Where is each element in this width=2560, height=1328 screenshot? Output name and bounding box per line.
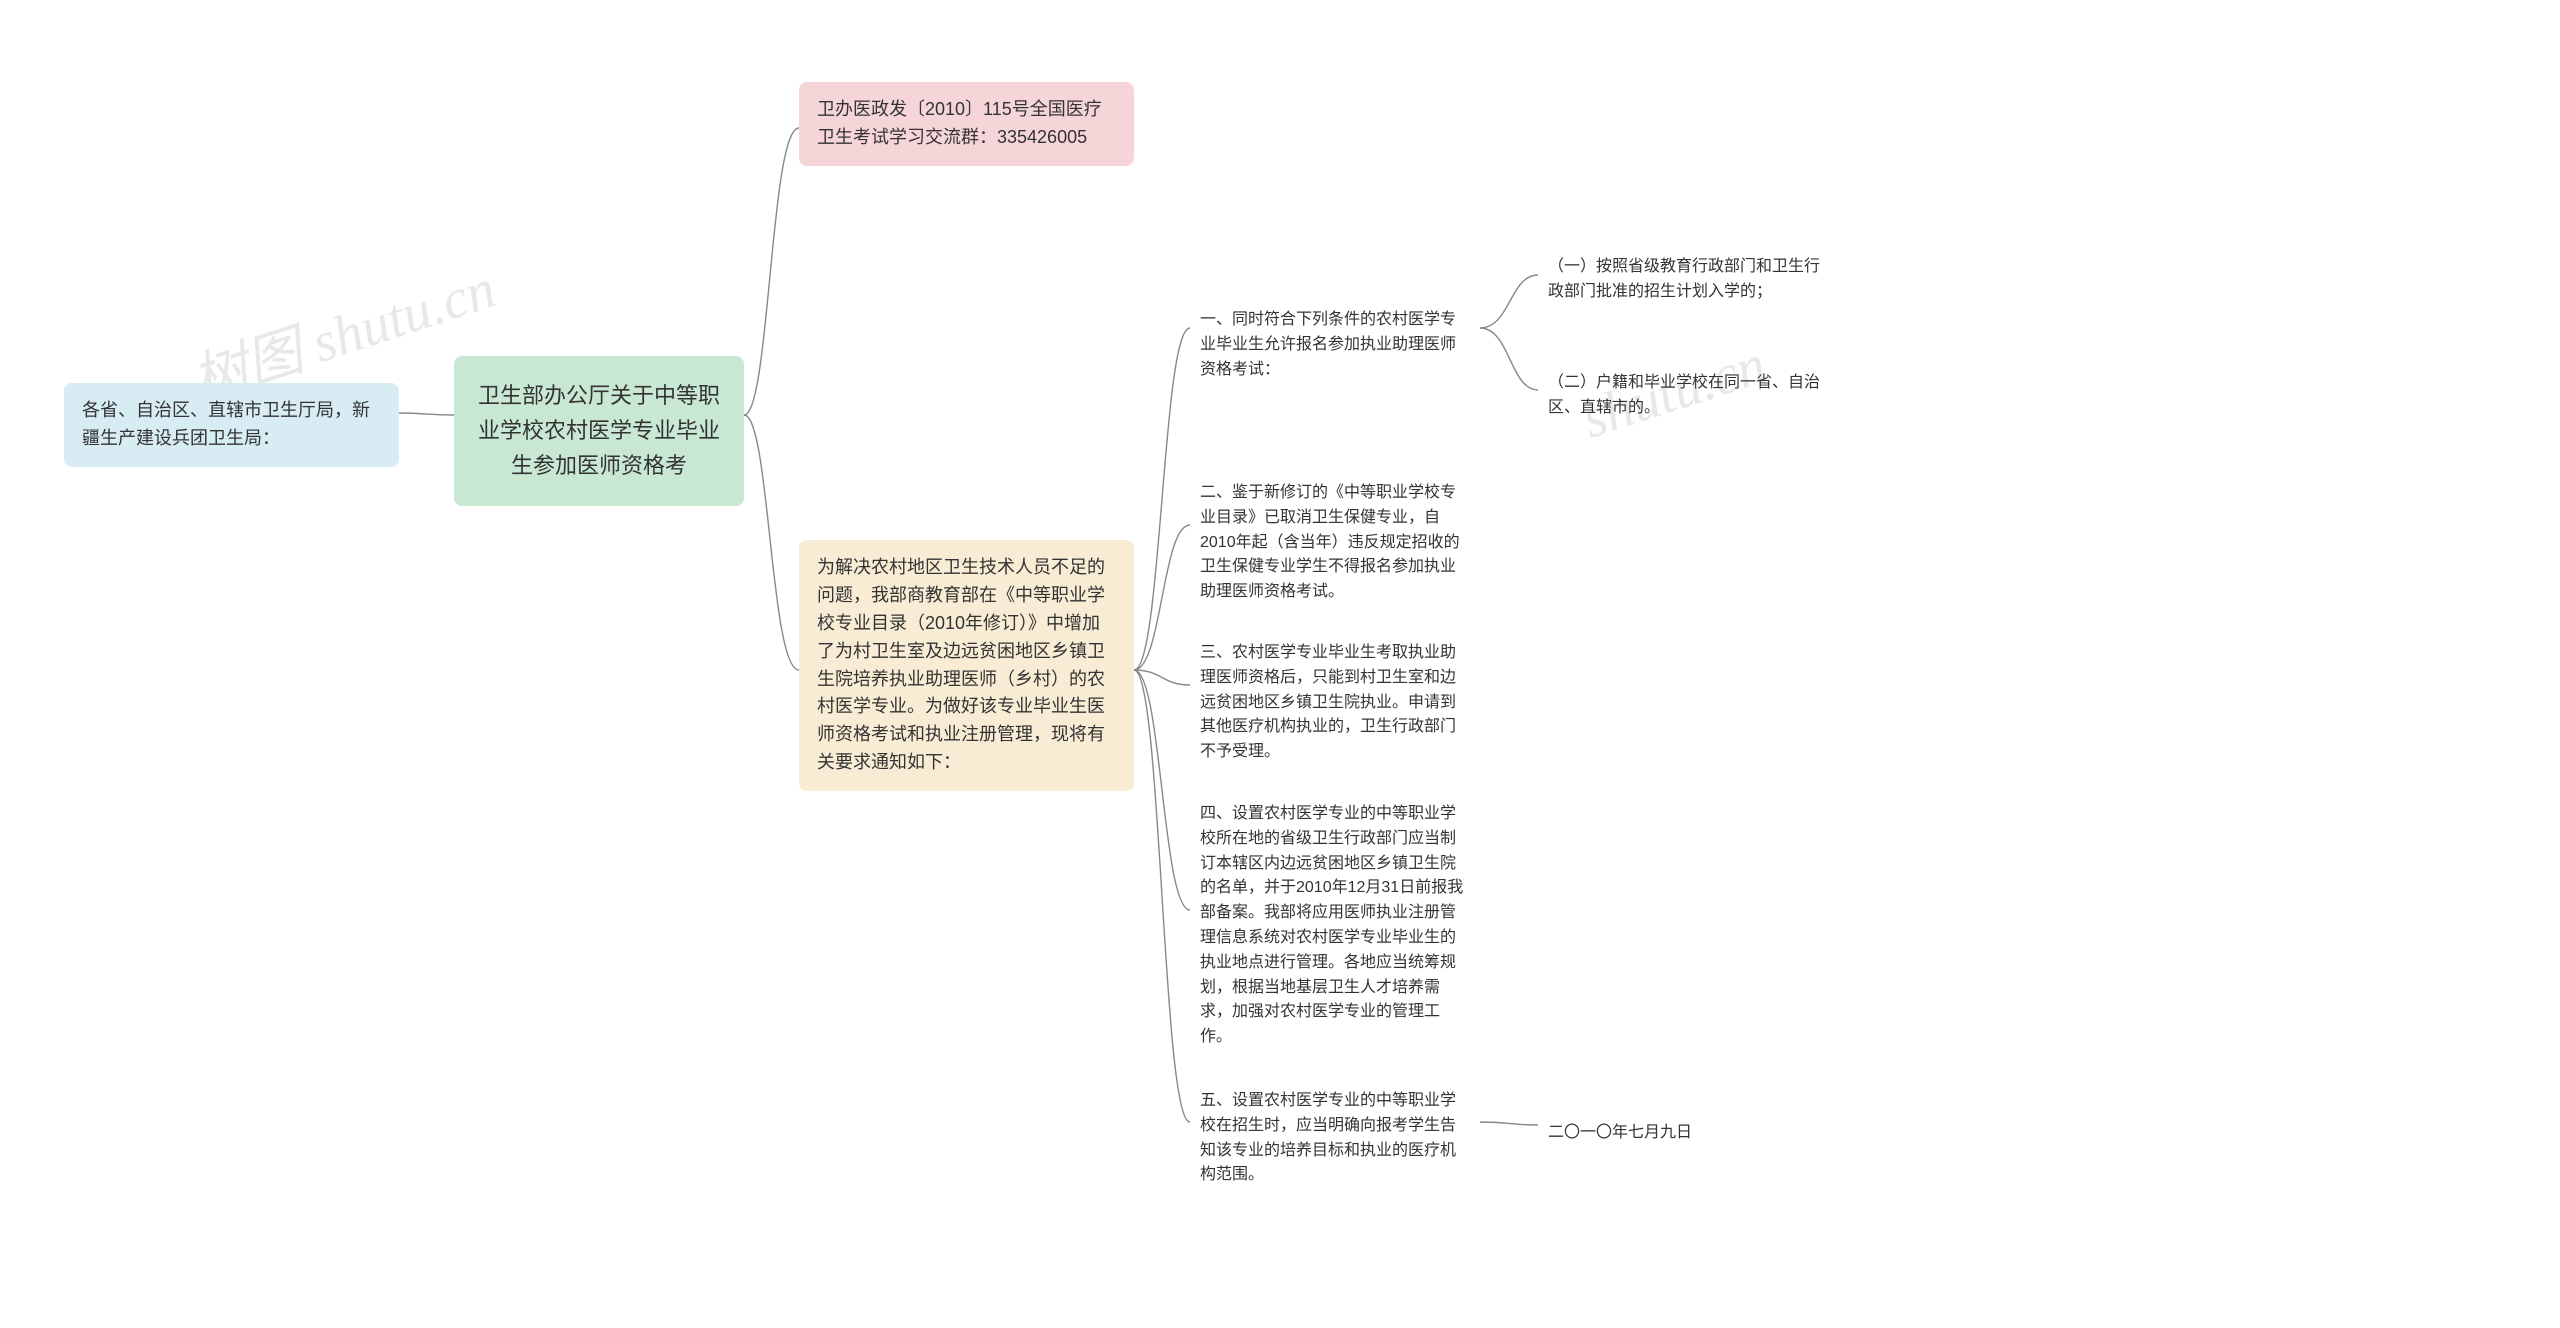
root-node: 卫生部办公厅关于中等职业学校农村医学专业毕业生参加医师资格考 (454, 356, 744, 506)
level2-item-1: 一、同时符合下列条件的农村医学专业毕业生允许报名参加执业助理医师资格考试： (1190, 302, 1480, 388)
level3-item-2: （二）户籍和毕业学校在同一省、自治区、直辖市的。 (1538, 365, 1838, 427)
level2-item-3-text: 三、农村医学专业毕业生考取执业助理医师资格后，只能到村卫生室和边远贫困地区乡镇卫… (1200, 644, 1456, 760)
level1-pink-node: 卫办医政发〔2010〕115号全国医疗卫生考试学习交流群：335426005 (799, 82, 1134, 166)
root-text: 卫生部办公厅关于中等职业学校农村医学专业毕业生参加医师资格考 (478, 383, 720, 478)
level2-item-4-text: 四、设置农村医学专业的中等职业学校所在地的省级卫生行政部门应当制订本辖区内边远贫… (1200, 805, 1463, 1045)
cream-text: 为解决农村地区卫生技术人员不足的问题，我部商教育部在《中等职业学校专业目录（20… (817, 557, 1105, 772)
level2-item-4: 四、设置农村医学专业的中等职业学校所在地的省级卫生行政部门应当制订本辖区内边远贫… (1190, 796, 1480, 1056)
level3-date-text: 二〇一〇年七月九日 (1548, 1124, 1692, 1141)
level3-date: 二〇一〇年七月九日 (1538, 1115, 1738, 1152)
level3-item-1-text: （一）按照省级教育行政部门和卫生行政部门批准的招生计划入学的； (1548, 258, 1820, 300)
left-text: 各省、自治区、直辖市卫生厅局，新疆生产建设兵团卫生局： (82, 400, 370, 448)
level2-item-3: 三、农村医学专业毕业生考取执业助理医师资格后，只能到村卫生室和边远贫困地区乡镇卫… (1190, 635, 1480, 771)
level2-item-5: 五、设置农村医学专业的中等职业学校在招生时，应当明确向报考学生告知该专业的培养目… (1190, 1083, 1480, 1194)
level2-item-2-text: 二、鉴于新修订的《中等职业学校专业目录》已取消卫生保健专业，自2010年起（含当… (1200, 484, 1460, 600)
level3-item-2-text: （二）户籍和毕业学校在同一省、自治区、直辖市的。 (1548, 374, 1820, 416)
level2-item-2: 二、鉴于新修订的《中等职业学校专业目录》已取消卫生保健专业，自2010年起（含当… (1190, 475, 1480, 611)
level2-item-5-text: 五、设置农村医学专业的中等职业学校在招生时，应当明确向报考学生告知该专业的培养目… (1200, 1092, 1456, 1183)
left-branch-node: 各省、自治区、直辖市卫生厅局，新疆生产建设兵团卫生局： (64, 383, 399, 467)
level3-item-1: （一）按照省级教育行政部门和卫生行政部门批准的招生计划入学的； (1538, 249, 1838, 311)
pink-text: 卫办医政发〔2010〕115号全国医疗卫生考试学习交流群：335426005 (817, 99, 1102, 147)
level1-cream-node: 为解决农村地区卫生技术人员不足的问题，我部商教育部在《中等职业学校专业目录（20… (799, 540, 1134, 791)
level2-item-1-text: 一、同时符合下列条件的农村医学专业毕业生允许报名参加执业助理医师资格考试： (1200, 311, 1456, 378)
